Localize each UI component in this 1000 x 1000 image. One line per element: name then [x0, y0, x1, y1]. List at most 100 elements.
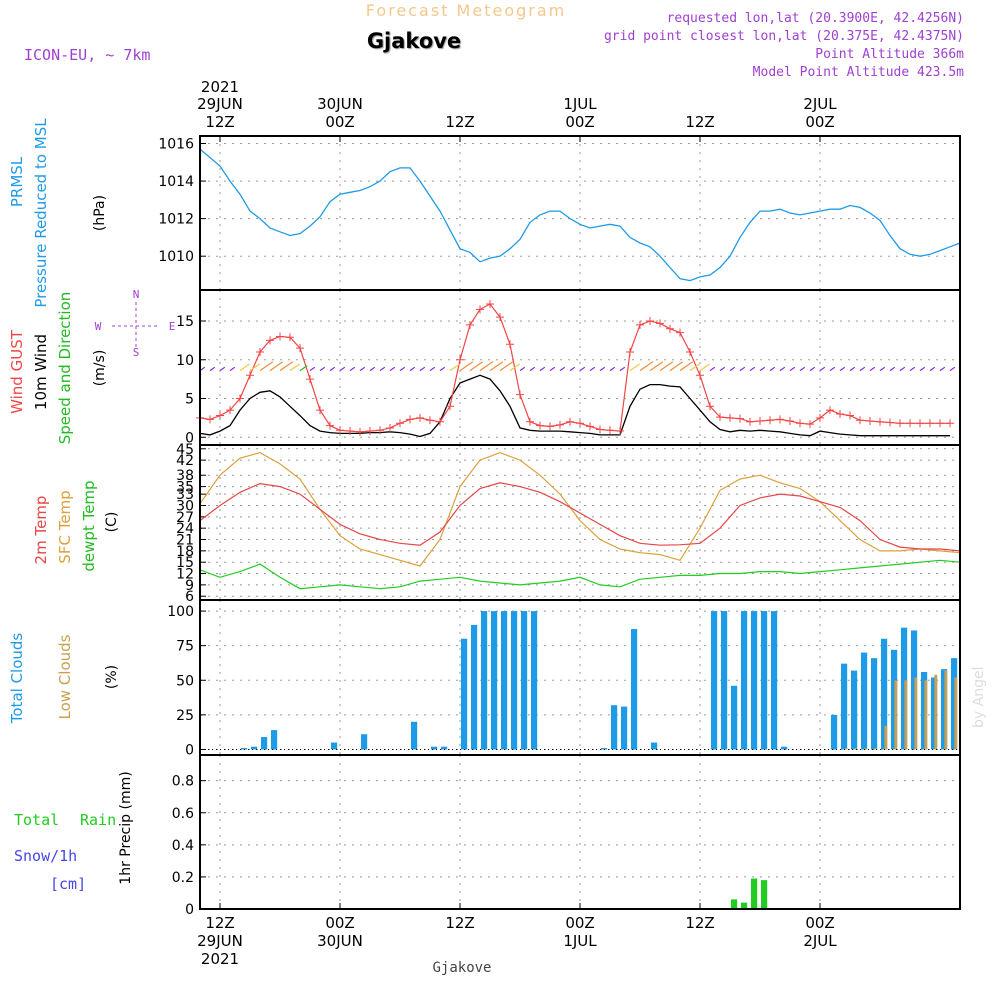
wind-direction-arrow: [729, 366, 736, 372]
wind-direction-arrow: [489, 361, 504, 372]
wind-direction-arrow: [649, 361, 664, 372]
wind-gust-marker: [746, 417, 754, 426]
wind-gust-marker: [806, 420, 814, 429]
y-tick-label: 30: [176, 498, 194, 514]
top-time-label: 00Z: [565, 113, 594, 131]
wind-gust-marker: [526, 417, 534, 426]
wind-direction-arrow: [809, 366, 816, 372]
wind-direction-arrow: [449, 363, 460, 372]
total-cloud-bar: [871, 658, 878, 750]
total-cloud-bar: [911, 630, 918, 750]
wind-gust-marker: [426, 416, 434, 425]
wind-direction-arrow: [869, 366, 876, 372]
wind-direction-arrow: [289, 363, 300, 372]
y-tick-label: 0: [185, 902, 194, 918]
bottom-date-label: 30JUN: [317, 932, 363, 950]
wind-gust-marker: [826, 406, 834, 415]
wind-gust-marker: [636, 320, 644, 329]
wind-gust-marker: [726, 413, 734, 422]
low-cloud-bar: [884, 725, 888, 750]
bottom-time-label: 12Z: [445, 914, 474, 932]
wind-direction-arrow: [889, 366, 896, 372]
wind-gust-marker: [856, 416, 864, 425]
total-cloud-bar: [851, 670, 858, 750]
wind-gust-marker: [816, 413, 824, 422]
wind-gust-marker: [626, 348, 634, 356]
top-year-label: 2021: [201, 78, 239, 96]
wind-gust-marker: [456, 355, 464, 364]
wind-gust-marker: [486, 299, 494, 308]
y-tick-label: 15: [176, 314, 194, 330]
wind-gust-marker: [546, 422, 554, 431]
rain-bar: [731, 899, 738, 909]
wind-direction-arrow: [919, 366, 926, 372]
bottom-time-label: 00Z: [565, 914, 594, 932]
chart-panels: 1010101210141016051015691215182124273033…: [8, 118, 961, 918]
wind-gust-line: [199, 303, 950, 433]
total-cloud-bar: [741, 611, 748, 750]
rain-bar: [751, 878, 758, 909]
pressure-line: [199, 148, 961, 282]
wind-gust-marker: [346, 427, 354, 436]
wind-direction-arrow: [699, 363, 710, 372]
y-tick-label: 27: [176, 510, 194, 526]
wind-gust-marker: [766, 416, 774, 425]
low-cloud-bar: [924, 680, 928, 750]
wind-direction-arrow: [899, 366, 906, 372]
total-cloud-bar: [891, 649, 898, 750]
compass-e: E: [169, 320, 176, 333]
top-time-label: 12Z: [205, 113, 234, 131]
low-clouds-label: Low Clouds: [56, 634, 74, 719]
total-cloud-bar: [331, 742, 338, 750]
wind-gust-marker: [516, 390, 524, 399]
total-cloud-bar: [411, 721, 418, 750]
wind-gust-marker: [686, 348, 694, 356]
y-tick-label: 50: [176, 673, 194, 689]
y-tick-label: 21: [176, 533, 194, 549]
wind-direction-arrow: [549, 366, 556, 372]
cloud-series: [200, 611, 960, 750]
top-date-label: 29JUN: [197, 95, 243, 113]
wind-gust-marker: [926, 419, 934, 428]
y-tick-label: 75: [176, 639, 194, 655]
total-cloud-bar: [931, 677, 938, 750]
wind-gust-marker: [866, 416, 874, 425]
wind-direction-arrow: [939, 366, 946, 372]
wind-direction-arrow: [669, 361, 684, 372]
wind-direction-arrow: [539, 366, 546, 372]
wind-gust-marker: [296, 344, 304, 353]
wind-gust-marker: [476, 305, 484, 314]
wind-direction-arrow: [279, 361, 294, 372]
precip-total-label: Total: [14, 811, 59, 829]
bottom-time-label: 12Z: [685, 914, 714, 932]
total-cloud-bar: [831, 714, 838, 750]
wind-direction-arrow: [609, 366, 616, 372]
low-cloud-bar: [854, 748, 858, 750]
wind-gust-marker: [696, 371, 704, 380]
total-cloud-bar: [711, 611, 718, 750]
y-tick-label: 45: [176, 442, 194, 458]
total-cloud-bar: [751, 611, 758, 750]
temp-unit: (C): [104, 512, 120, 533]
total-cloud-bar: [611, 705, 618, 750]
compass-rose-icon: [112, 302, 160, 350]
wind-gust-marker: [336, 426, 344, 435]
wind-direction-arrow: [799, 366, 806, 372]
y-tick-label: 1014: [158, 174, 194, 190]
top-time-label: 00Z: [325, 113, 354, 131]
total-cloud-bar: [721, 611, 728, 750]
wind-gust-label: Wind GUST: [8, 329, 26, 414]
t2m-line: [199, 482, 961, 552]
wind-direction-arrow: [469, 361, 484, 372]
wind-direction-arrow: [589, 366, 596, 372]
total-cloud-bar: [251, 746, 258, 750]
wind-gust-marker: [386, 423, 394, 432]
wind-gust-marker: [366, 427, 374, 436]
y-tick-label: 0.8: [172, 774, 194, 790]
total-cloud-bar: [471, 624, 478, 750]
top-date-label: 2JUL: [803, 95, 837, 113]
wind-gust-marker: [356, 427, 364, 436]
wind-direction-arrow: [319, 366, 326, 372]
wind-gust-marker: [406, 415, 414, 424]
